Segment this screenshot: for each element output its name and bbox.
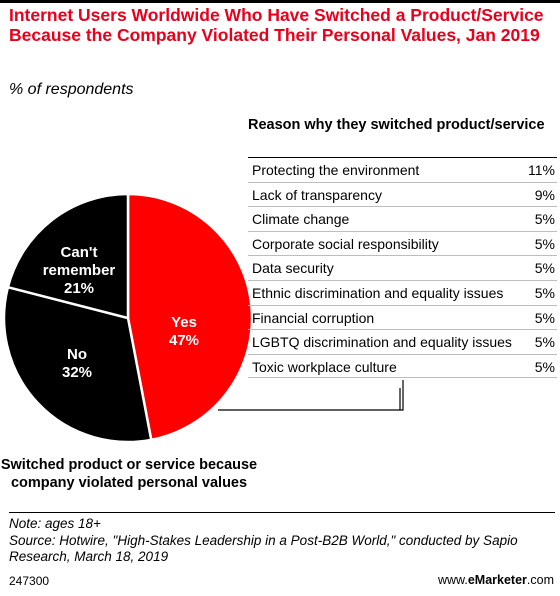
pie-label-line: remember	[43, 262, 116, 279]
reason-value: 5%	[534, 284, 555, 301]
chart-subtitle: % of respondents	[9, 81, 134, 98]
reason-label: Toxic workplace culture	[252, 358, 397, 375]
brand-link[interactable]: www.eMarketer.com	[438, 573, 554, 587]
pie-chart	[2, 192, 254, 444]
table-row: Corporate social responsibility 5%	[248, 230, 557, 256]
reason-table: Protecting the environment 11% Lack of tra…	[248, 157, 557, 379]
top-rule	[0, 0, 560, 3]
chart-id: 247300	[9, 574, 50, 588]
table-row: Lack of transparency 9%	[248, 181, 557, 207]
reason-label: Data security	[252, 260, 334, 277]
brand-prefix: www.	[437, 573, 468, 587]
pie-label-line: Yes	[171, 314, 197, 331]
pie-slice-can-t-remember	[6, 192, 130, 320]
reason-value: 11%	[528, 162, 555, 178]
table-row: Protecting the environment 11%	[248, 157, 557, 182]
reason-label: Financial corruption	[252, 309, 375, 326]
reason-value: 9%	[534, 186, 555, 203]
pie-label-line: 21%	[64, 280, 94, 297]
reason-value: 5%	[534, 211, 555, 228]
reason-value: 5%	[534, 358, 555, 375]
connector-line	[218, 380, 404, 411]
pie-label-line: Can't	[61, 244, 98, 261]
source-note: Source: Hotwire, "High-Stakes Leadership…	[9, 533, 518, 564]
chart-title: Internet Users Worldwide Who Have Switch…	[9, 5, 544, 45]
pie-slice-yes	[126, 192, 254, 442]
pie-labels: Yes 47% No 32% Can't remember 21%	[43, 244, 199, 381]
brand-suffix: .com	[526, 573, 554, 587]
reason-label: Lack of transparency	[252, 186, 382, 203]
footnote: Note: ages 18+	[9, 516, 101, 531]
table-row: Data security 5%	[248, 255, 557, 280]
brand-name: eMarketer	[467, 573, 527, 587]
pie-slice-no	[2, 285, 153, 444]
reason-label: Ethnic discrimination and equality issue…	[252, 284, 504, 301]
reason-label: Corporate social responsibility	[252, 235, 439, 252]
pie-caption: Switched product or service because comp…	[0, 457, 258, 491]
pie-label-line: 47%	[169, 332, 199, 349]
pie-label: No 32%	[62, 346, 92, 381]
reason-value: 5%	[534, 235, 555, 252]
table-row: Financial corruption 5%	[248, 304, 557, 330]
pie-label: Yes 47%	[169, 314, 199, 349]
reason-value: 5%	[534, 260, 555, 277]
table-row: Ethnic discrimination and equality issue…	[248, 279, 557, 305]
table-row: Climate change 5%	[248, 206, 557, 231]
reason-label: Climate change	[252, 211, 350, 228]
footer-rule	[9, 512, 555, 513]
reason-label: Protecting the environment	[252, 162, 420, 178]
table-row: Toxic workplace culture 5%	[248, 353, 557, 379]
pie-label: Can't remember 21%	[43, 244, 116, 297]
pie-label-line: No	[67, 346, 87, 363]
reason-value: 5%	[534, 334, 555, 351]
table-row: LGBTQ discrimination and equality issues…	[248, 329, 557, 354]
reason-value: 5%	[534, 309, 555, 326]
reason-label: LGBTQ discrimination and equality issues	[252, 334, 512, 351]
table-header: Reason why they switched product/service	[248, 117, 545, 133]
pie-label-line: 32%	[62, 364, 92, 381]
